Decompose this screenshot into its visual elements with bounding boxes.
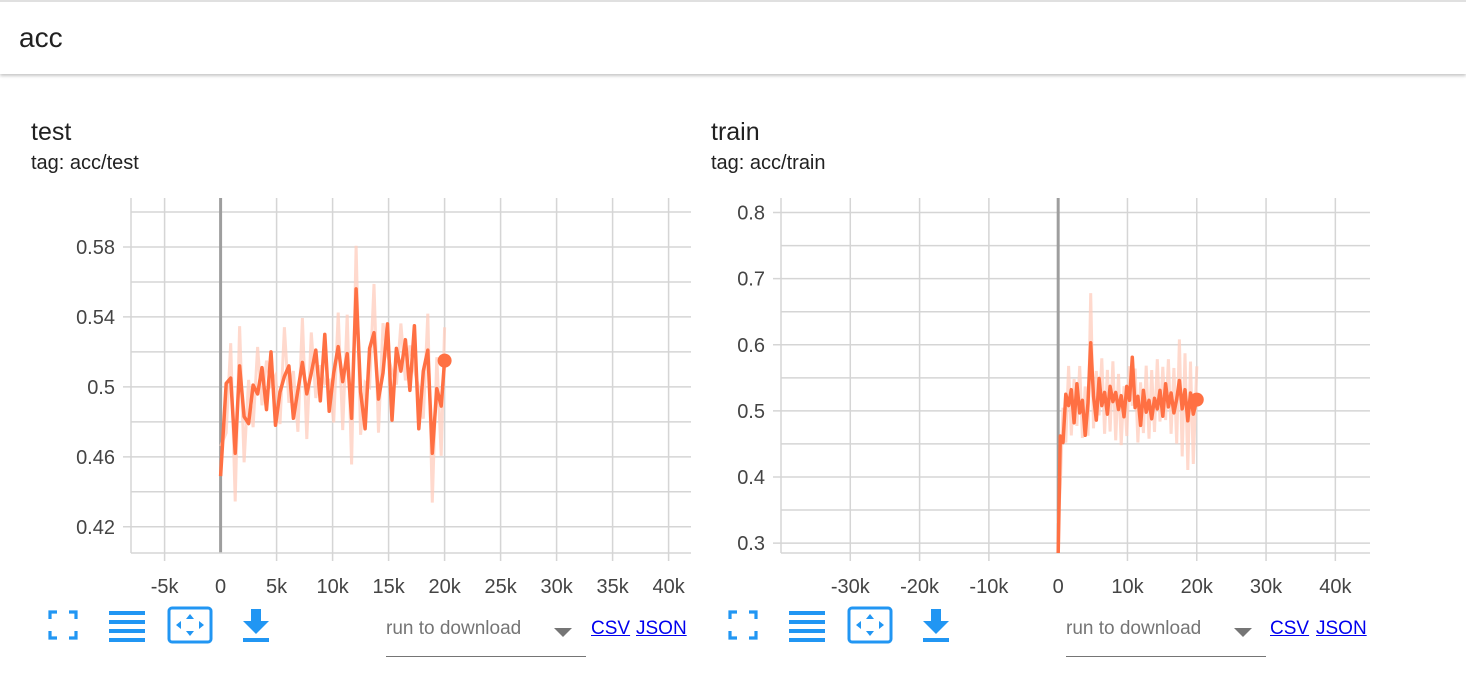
last-point-marker (437, 353, 452, 368)
x-tick-label: 10k (1111, 576, 1144, 598)
y-tick-label: 0.7 (737, 269, 765, 291)
download-icon (923, 609, 949, 642)
x-tick-label: 20k (1181, 576, 1214, 598)
y-tick-label: 0.5 (737, 401, 765, 423)
x-tick-label: 10k (316, 576, 349, 598)
x-tick-label: -5k (151, 576, 180, 598)
raw-series-line (1056, 293, 1199, 524)
chevron-down-icon (1234, 628, 1252, 637)
y-tick-label: 0.5 (87, 377, 115, 399)
x-tick-label: 40k (652, 576, 685, 598)
x-tick-label: 25k (484, 576, 517, 598)
x-tick-label: 35k (596, 576, 629, 598)
x-tick-label: 15k (372, 576, 405, 598)
chart-title: train (711, 118, 760, 146)
y-tick-label: 0.3 (737, 533, 765, 555)
download-json-link[interactable]: JSON (636, 618, 687, 639)
fit-domain-button[interactable] (167, 606, 213, 644)
download-button[interactable] (919, 606, 953, 644)
y-tick-label: 0.46 (76, 447, 115, 469)
tag-group-title: acc (19, 22, 63, 53)
x-tick-label: 0 (1053, 576, 1064, 598)
y-tick-label: 0.54 (76, 307, 115, 329)
data-list-icon (789, 611, 825, 642)
download-json-link[interactable]: JSON (1316, 618, 1367, 639)
y-tick-label: 0.8 (737, 203, 765, 225)
last-point-marker (1189, 392, 1204, 407)
run-download-label: run to download (386, 618, 522, 639)
tag-filter-bar[interactable]: acc (0, 0, 1466, 74)
y-tick-label: 0.58 (76, 237, 115, 259)
fit-domain-button[interactable] (847, 606, 893, 644)
y-tick-label: 0.6 (737, 335, 765, 357)
chart-card-train: train tag: acc/train 0.3 0.4 0.5 0.6 0.7 0.8 -… (711, 110, 1401, 680)
chevron-down-icon (554, 628, 572, 637)
toggle-data-list-button[interactable] (787, 608, 827, 642)
fullscreen-button[interactable] (726, 608, 760, 642)
x-tick-label: -30k (831, 576, 871, 598)
line-chart-test[interactable]: 0.42 0.46 0.5 0.54 0.58 -5k 0 5k 10k 15k 20k 25k 30k… (31, 110, 721, 610)
download-button[interactable] (239, 606, 273, 644)
fit-domain-icon (167, 606, 213, 644)
chart-toolbar (31, 606, 721, 664)
run-download-label: run to download (1066, 618, 1202, 639)
x-tick-label: 5k (266, 576, 288, 598)
download-csv-link[interactable]: CSV (1270, 618, 1310, 639)
fullscreen-icon (728, 610, 758, 640)
x-tick-label: 40k (1319, 576, 1352, 598)
fit-domain-icon (847, 606, 893, 644)
x-tick-label: 0 (215, 576, 226, 598)
x-tick-label: -10k (969, 576, 1009, 598)
series-line (218, 287, 447, 477)
chart-toolbar (711, 606, 1401, 664)
x-tick-label: -20k (900, 576, 940, 598)
chart-title: test (31, 118, 72, 146)
chart-card-test: test tag: acc/test 0.42 0.46 0.5 0.54 0.58 -5… (31, 110, 721, 680)
y-tick-label: 0.42 (76, 517, 115, 539)
x-tick-label: 30k (540, 576, 573, 598)
y-tick-label: 0.4 (737, 467, 765, 489)
x-tick-label: 30k (1250, 576, 1283, 598)
line-chart-train[interactable]: 0.3 0.4 0.5 0.6 0.7 0.8 -30k -20k -10k 0 10k 20k 30k… (711, 110, 1401, 610)
run-download-select[interactable]: run to download (1066, 616, 1266, 657)
download-csv-link[interactable]: CSV (591, 618, 631, 639)
fullscreen-button[interactable] (46, 608, 80, 642)
download-icon (243, 609, 269, 642)
series-line (1056, 341, 1199, 554)
run-download-select[interactable]: run to download (386, 616, 586, 657)
data-list-icon (109, 611, 145, 642)
chart-tag: tag: acc/test (31, 152, 139, 174)
fullscreen-icon (48, 610, 78, 640)
toggle-data-list-button[interactable] (107, 608, 147, 642)
x-tick-label: 20k (428, 576, 461, 598)
chart-tag: tag: acc/train (711, 152, 826, 174)
